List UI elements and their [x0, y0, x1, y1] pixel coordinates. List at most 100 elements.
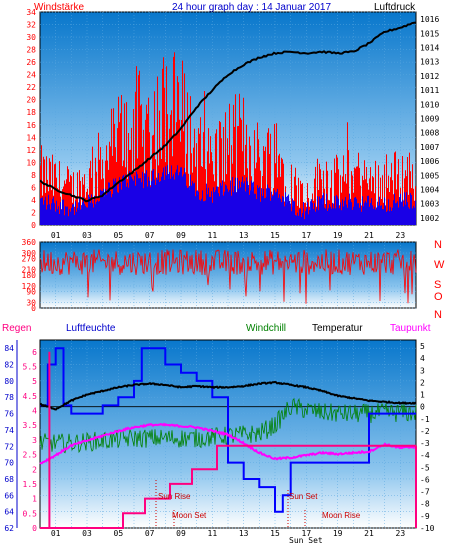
hour-tick-label: 03 [82, 231, 92, 240]
tick-label: 16 [26, 121, 36, 130]
tick-label: 1006 [420, 157, 439, 166]
dewpoint-label: Taupunkt [390, 323, 431, 334]
temperature-tick: -5 [420, 463, 430, 472]
hour-tick-label: 05 [114, 231, 124, 240]
rain-tick: 2.5 [23, 451, 38, 460]
tick-label: 1009 [420, 115, 439, 124]
temperature-tick: 4 [420, 354, 425, 363]
tick-label: 1005 [420, 171, 439, 180]
sun-rise-label: Sun Rise [158, 492, 191, 501]
tick-label: 6 [31, 183, 36, 192]
rain-tick: 5 [32, 377, 37, 386]
hour-tick-label: 09 [176, 529, 186, 538]
tick-label: 360 [22, 238, 37, 247]
temperature-tick: -3 [420, 439, 430, 448]
tick-label: 12 [26, 146, 36, 155]
hour-tick-label: 15 [270, 529, 280, 538]
rain-tick: 1.5 [23, 480, 38, 489]
compass-letter: S [434, 279, 441, 291]
temperature-tick: -6 [420, 475, 430, 484]
hour-tick-label: 01 [51, 529, 61, 538]
humidity-line [40, 347, 416, 513]
rain-tick: 0.5 [23, 509, 38, 518]
sun-set-axis-label: Sun Set [289, 536, 323, 545]
temperature-tick: -7 [420, 488, 430, 497]
rain-tick: 4 [32, 407, 37, 416]
tick-label: 270 [22, 255, 37, 264]
tick-label: 1004 [420, 186, 439, 195]
temperature-tick: -8 [420, 500, 430, 509]
tick-label: 0 [31, 221, 36, 230]
compass-letter: O [434, 291, 443, 303]
tick-label: 180 [22, 271, 37, 280]
tick-label: 1008 [420, 129, 439, 138]
hour-tick-label: 23 [396, 529, 406, 538]
tick-label: 1015 [420, 29, 439, 38]
humidity-tick: 62 [4, 524, 14, 533]
humidity-tick: 80 [4, 377, 14, 386]
hour-tick-label: 11 [208, 231, 218, 240]
hour-tick-label: 01 [51, 231, 61, 240]
rain-tick: 3.5 [23, 421, 38, 430]
hour-tick-label: 13 [239, 231, 249, 240]
tick-label: 120 [22, 282, 37, 291]
hour-tick-label: 21 [364, 529, 374, 538]
hour-tick-label: 03 [82, 529, 92, 538]
temperature-tick: 0 [420, 403, 425, 412]
temperature-tick: 1 [420, 391, 425, 400]
hour-tick-label: 21 [364, 231, 374, 240]
humidity-tick: 82 [4, 361, 14, 370]
compass-letter: N [434, 239, 442, 251]
rain-tick: 0 [32, 524, 37, 533]
tick-label: 1007 [420, 143, 439, 152]
tick-label: 30 [26, 299, 36, 308]
wind-speed-series [40, 52, 416, 225]
dewpoint-line [39, 422, 417, 465]
tick-label: 1010 [420, 100, 439, 109]
tick-label: 10 [26, 158, 36, 167]
humidity-tick: 74 [4, 426, 14, 435]
tick-label: 4 [31, 196, 36, 205]
tick-label: 20 [26, 96, 36, 105]
temperature-tick: -9 [420, 512, 430, 521]
wind-speed-label: Windstärke [34, 2, 84, 13]
humidity-tick: 68 [4, 475, 14, 484]
sun-set-label: Sun Set [289, 492, 318, 501]
hour-tick-label: 23 [396, 231, 406, 240]
humidity-label: Luftfeuchte [66, 323, 116, 334]
temperature-tick: -2 [420, 427, 430, 436]
humidity-tick: 72 [4, 442, 14, 451]
wind-direction-grid [40, 241, 416, 309]
tick-label: 18 [26, 108, 36, 117]
compass-letter: N [434, 309, 442, 321]
hour-tick-label: 19 [333, 529, 343, 538]
tick-label: 14 [26, 133, 36, 142]
tick-label: 1014 [420, 44, 439, 53]
pressure-line [39, 21, 417, 203]
hour-tick-label: 17 [302, 231, 312, 240]
hour-tick-label: 07 [145, 231, 155, 240]
astro-events: Sun Rise Moon Set Sun Set Moon Rise [155, 480, 361, 528]
temperature-line [39, 380, 417, 411]
hour-tick-label: 13 [239, 529, 249, 538]
temperature-tick: 5 [420, 342, 425, 351]
humidity-tick: 64 [4, 508, 14, 517]
rain-tick: 3 [32, 436, 37, 445]
tick-label: 32 [26, 21, 36, 30]
tick-label: 90 [26, 288, 36, 297]
rain-tick: 1 [32, 495, 37, 504]
tick-label: 1011 [420, 86, 439, 95]
windchill-label: Windchill [246, 323, 286, 334]
hour-axis-top: 01 03 05 07 09 11 13 15 17 19 21 23 [51, 231, 405, 240]
tick-label: 210 [22, 266, 37, 275]
tick-label: 24 [26, 71, 36, 80]
wind-direction-series [39, 249, 417, 304]
temperature-tick: -4 [420, 451, 430, 460]
hour-tick-label: 09 [176, 231, 186, 240]
humidity-tick: 78 [4, 393, 14, 402]
humidity-tick: 76 [4, 410, 14, 419]
